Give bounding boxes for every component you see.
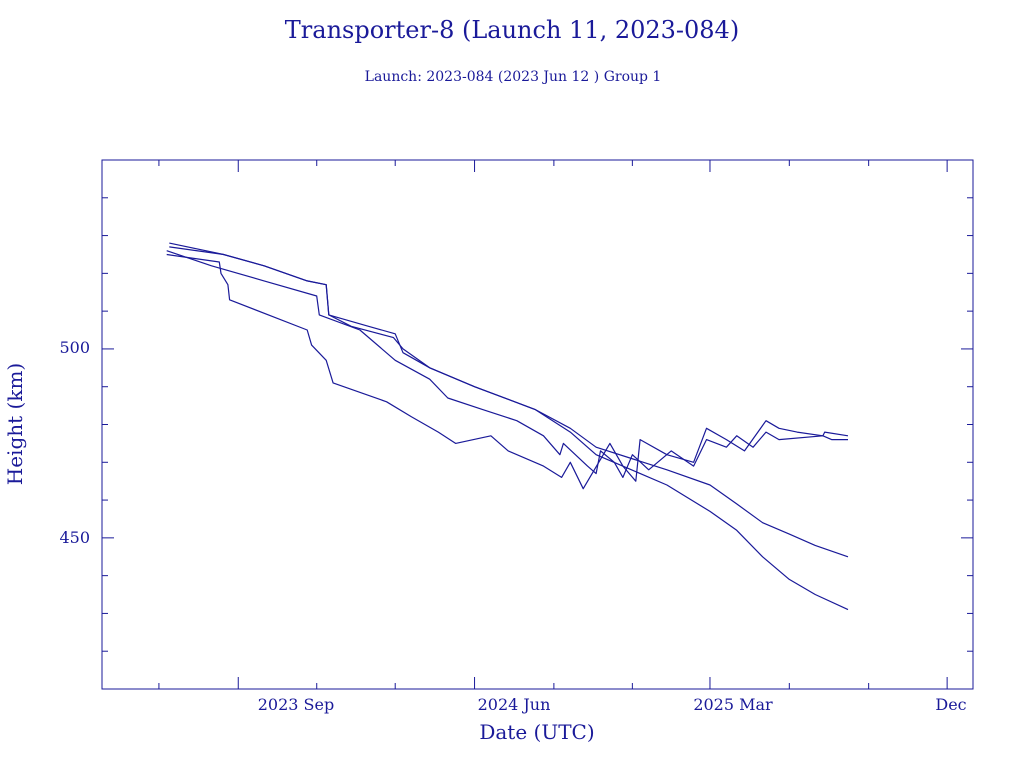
chart-title: Transporter-8 (Launch 11, 2023-084) [285,16,739,44]
y-tick-label-500: 500 [59,338,90,357]
series-line-4 [166,253,849,490]
x-tick-label-dec: Dec [935,695,966,714]
x-tick-label-2023-sep: 2023 Sep [258,695,334,714]
x-tick-label-2025-mar: 2025 Mar [693,695,773,714]
series-line-1 [169,242,849,611]
chart-subtitle: Launch: 2023-084 (2023 Jun 12 ) Group 1 [365,69,662,85]
x-ticks [158,160,948,689]
y-ticks [102,197,973,652]
y-tick-label-450: 450 [59,528,90,547]
series-line-2 [169,246,849,558]
plot-frame [101,159,974,690]
x-axis-label: Date (UTC) [479,720,594,744]
series-line-3 [166,250,848,478]
x-tick-label-2024-jun: 2024 Jun [478,695,551,714]
y-axis-label: Height (km) [3,363,27,485]
series-layer [166,242,849,611]
